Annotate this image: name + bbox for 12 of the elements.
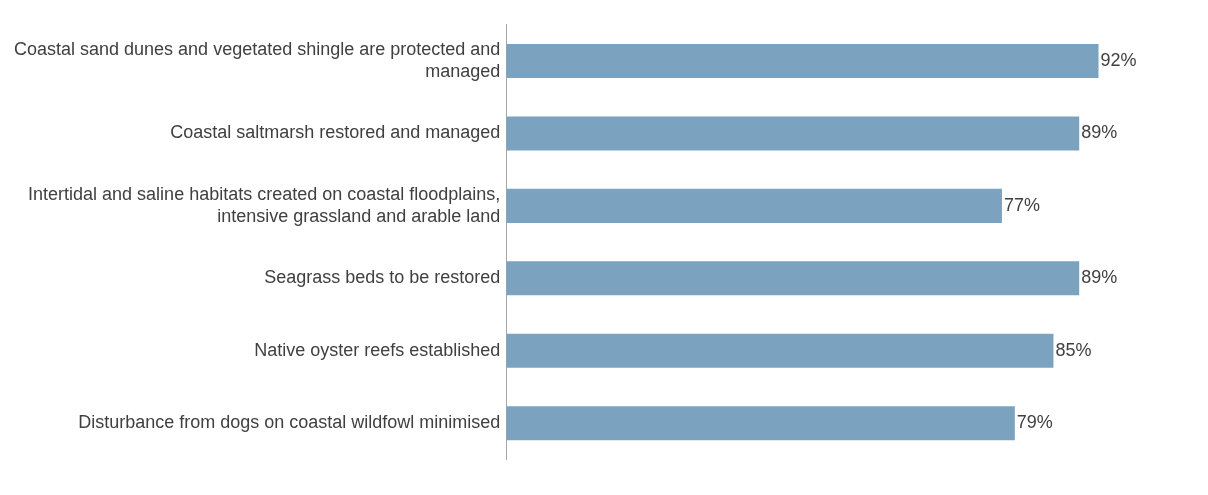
data-label: 85% [1055, 339, 1092, 360]
y-tick-label: Native oyster reefs established [254, 339, 501, 360]
y-tick-label: Seagrass beds to be restored [264, 267, 501, 288]
y-tick-label: Intertidal and saline habitats created on coastal floodplains, intensive grassland and arable land [28, 184, 501, 226]
y-tick-label: Coastal sand dunes and vegetated shingle are protected and managed [13, 39, 501, 81]
y-tick-label: Disturbance from dogs on coastal wildfowl minimised [78, 412, 501, 433]
data-label: 89% [1081, 267, 1118, 288]
data-label: 79% [1016, 412, 1053, 433]
data-label: 89% [1081, 122, 1118, 143]
data-label: 92% [1100, 49, 1137, 70]
data-label: 77% [1003, 194, 1040, 215]
y-tick-label: Coastal saltmarsh restored and managed [170, 122, 501, 143]
